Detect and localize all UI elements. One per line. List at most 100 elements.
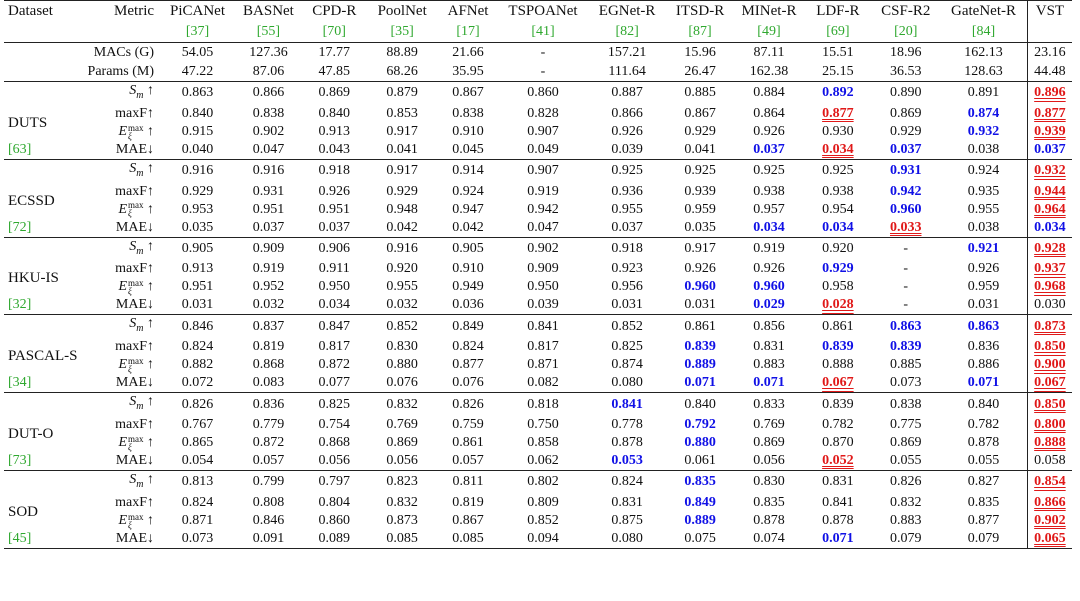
method-header: CPD-R	[301, 0, 367, 22]
method-header: AFNet	[437, 0, 499, 22]
score-cell: 0.906	[301, 236, 367, 261]
score-cell: 0.886	[967, 357, 1000, 373]
score-cell: 0.866	[611, 105, 643, 121]
score-cell: 0.075	[666, 529, 734, 549]
method-citation[interactable]: [69]	[804, 22, 872, 43]
score-cell: 0.769	[386, 416, 418, 432]
vst-score-cell: 0.873	[1026, 314, 1072, 339]
score-cell: 0.028	[822, 297, 854, 313]
dataset-group: Sm ↑ 0.813 0.799 0.797 0.823 0.811 0.802 0.824 0…	[4, 469, 1072, 549]
score-cell: 0.951	[318, 201, 351, 217]
method-citation[interactable]: [37]	[160, 22, 235, 43]
score-cell: 0.867	[437, 80, 499, 105]
score-cell: 0.043	[318, 141, 351, 157]
method-citation[interactable]: [87]	[666, 22, 734, 43]
score-cell: 0.055	[889, 452, 922, 468]
method-citation[interactable]: [82]	[587, 22, 667, 43]
score-cell: 0.960	[889, 201, 922, 217]
stat-value: 157.21	[607, 45, 647, 60]
score-cell: 0.799	[235, 469, 302, 494]
score-cell: 0.824	[452, 339, 484, 355]
table-row: [63] MAE↓ 0.040 0.047 0.043 0.041 0.045 0.049 0.…	[4, 140, 1072, 160]
score-cell: 0.938	[822, 183, 854, 199]
score-cell: 0.094	[498, 529, 588, 549]
score-cell: 0.902	[498, 236, 588, 261]
stat-value: 68.26	[366, 62, 438, 82]
score-cell: 0.080	[587, 529, 667, 549]
method-citation[interactable]: [35]	[366, 22, 438, 43]
method-header: LDF-R	[804, 0, 872, 22]
stat-value: 127.36	[249, 45, 288, 60]
comparison-table: Dataset Metric PiCANet BASNet CPD-R PoolNet…	[4, 0, 1072, 549]
method-citation[interactable]: [49]	[733, 22, 805, 43]
score-cell: 0.074	[733, 529, 805, 549]
dataset-citation[interactable]: [73]	[8, 452, 32, 468]
score-cell: 0.759	[452, 416, 484, 432]
score-cell: 0.062	[527, 452, 559, 468]
score-cell: 0.750	[527, 416, 559, 432]
dataset-citation[interactable]: [63]	[8, 141, 32, 157]
method-citation[interactable]: [70]	[301, 22, 367, 43]
vst-score-cell: 0.866	[1026, 493, 1072, 512]
score-cell: 0.833	[733, 392, 805, 416]
score-cell: 0.808	[252, 494, 285, 510]
dataset-citation[interactable]: [72]	[8, 219, 32, 235]
score-cell: 0.818	[498, 392, 588, 416]
blank-cell	[4, 158, 84, 183]
table-row: HKU-IS maxF↑ 0.913 0.919 0.911 0.920 0.910 0.90…	[4, 260, 1072, 286]
blank-cell	[4, 80, 84, 105]
sm-metric-label: Sm ↑	[83, 158, 161, 183]
score-cell: 0.849	[437, 314, 499, 339]
score-cell: 0.072	[181, 375, 214, 391]
score-cell: 0.840	[318, 105, 351, 121]
method-citation[interactable]: [41]	[498, 22, 588, 43]
stat-value: 47.85	[301, 62, 367, 82]
vst-score-cell: 0.902	[1026, 511, 1072, 530]
score-cell: 0.926	[611, 123, 643, 139]
score-cell: 0.085	[437, 529, 499, 549]
vst-score-cell: 0.850	[1026, 392, 1072, 416]
score-cell: 0.889	[684, 357, 716, 373]
score-cell: 0.042	[386, 219, 418, 235]
score-cell: 0.071	[804, 529, 872, 549]
score-cell: 0.831	[804, 469, 872, 494]
score-cell: 0.878	[822, 512, 854, 528]
score-cell: 0.950	[318, 279, 351, 295]
score-cell: 0.884	[733, 80, 805, 105]
vst-score-cell: 0.932	[1026, 158, 1072, 183]
stat-value: 128.63	[940, 62, 1028, 82]
blank-cell	[83, 22, 161, 43]
score-cell: 0.040	[181, 141, 214, 157]
sm-metric-label: Sm ↑	[83, 469, 161, 494]
sm-metric-label: Sm ↑	[83, 392, 161, 416]
score-cell: 0.889	[684, 512, 716, 528]
score-cell: 0.778	[611, 416, 643, 432]
vst-score-cell: 0.939	[1026, 122, 1072, 141]
dataset-group: Sm ↑ 0.863 0.866 0.869 0.879 0.867 0.860 0.887 0…	[4, 80, 1072, 160]
score-cell: 0.875	[611, 512, 643, 528]
score-cell: 0.802	[498, 469, 588, 494]
method-citation[interactable]: [20]	[871, 22, 941, 43]
vst-score-cell: 0.854	[1026, 469, 1072, 494]
score-cell: 0.836	[967, 339, 1000, 355]
score-cell: 0.932	[967, 123, 1000, 139]
score-cell: 0.877	[822, 105, 854, 121]
dataset-citation[interactable]: [34]	[8, 375, 32, 391]
score-cell: 0.835	[753, 494, 785, 510]
table-row: Sm ↑ 0.826 0.836 0.825 0.832 0.826 0.818 0.841 0…	[4, 392, 1072, 416]
score-cell: 0.916	[366, 236, 438, 261]
score-cell: 0.948	[386, 201, 418, 217]
score-cell: 0.942	[889, 183, 922, 199]
method-citation[interactable]: [17]	[437, 22, 499, 43]
score-cell: 0.792	[684, 416, 716, 432]
vst-score-cell: 0.928	[1026, 236, 1072, 261]
mae-metric-label: MAE↓	[115, 297, 155, 313]
score-cell: 0.057	[252, 452, 285, 468]
dataset-citation[interactable]: [45]	[4, 529, 84, 549]
dataset-citation[interactable]: [32]	[8, 297, 32, 313]
score-cell: 0.826	[871, 469, 941, 494]
method-citation[interactable]: [84]	[940, 22, 1028, 43]
method-citation[interactable]: [55]	[235, 22, 302, 43]
